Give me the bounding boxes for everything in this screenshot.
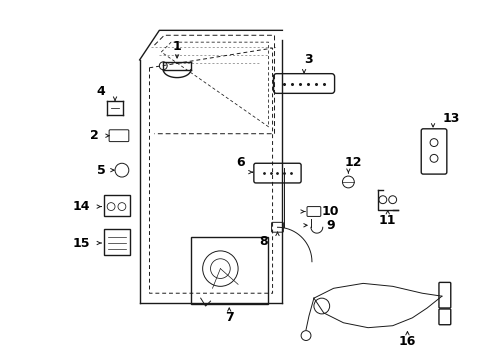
Text: 15: 15: [73, 237, 90, 249]
Text: 12: 12: [344, 156, 361, 169]
Text: 10: 10: [321, 205, 339, 218]
Text: 13: 13: [441, 112, 459, 125]
Text: 1: 1: [172, 40, 181, 53]
Text: 3: 3: [304, 53, 313, 66]
Text: 4: 4: [96, 85, 105, 98]
Text: 11: 11: [378, 214, 396, 227]
Text: 5: 5: [97, 164, 106, 177]
Text: 2: 2: [89, 129, 98, 142]
Text: 16: 16: [398, 335, 415, 348]
Text: 6: 6: [235, 156, 244, 169]
Text: 7: 7: [224, 311, 233, 324]
Text: 9: 9: [326, 219, 335, 232]
Text: 8: 8: [259, 235, 267, 248]
Text: 14: 14: [73, 200, 90, 213]
